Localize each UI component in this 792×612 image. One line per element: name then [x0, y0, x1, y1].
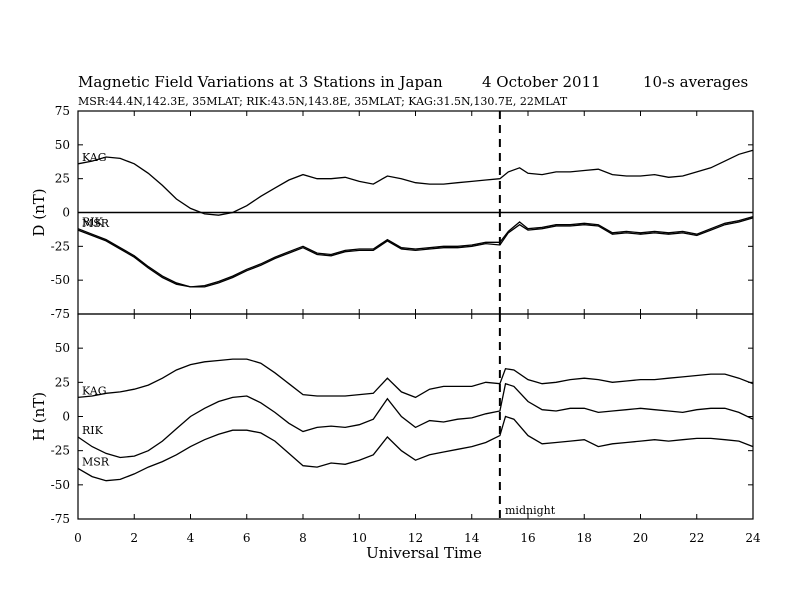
x-tick-label: 2: [130, 531, 138, 545]
h-y-tick-label: -50: [51, 478, 70, 492]
h-y-tick-label: 50: [55, 341, 70, 355]
d-series-label-kag: KAG: [82, 151, 107, 164]
x-axis: 0 2 4 6 8 10 12 14 16 18 20 22 24: [74, 531, 761, 545]
h-panel-frame: [77, 313, 754, 520]
x-tick-label: 22: [689, 531, 704, 545]
h-series-rik: [77, 382, 754, 459]
d-series-label-rik: RIK: [82, 216, 104, 229]
midnight-annotation: midnight: [505, 504, 556, 517]
h-y-tick-label: 0: [62, 410, 70, 424]
x-tick-label: 10: [352, 531, 367, 545]
chart-averaging: 10-s averages: [643, 73, 749, 91]
d-series-kag: [77, 149, 754, 216]
h-y-axis-label: H (nT): [30, 392, 48, 441]
x-tick-label: 6: [243, 531, 251, 545]
chart-date: 4 October 2011: [482, 73, 601, 91]
d-y-tick-label: -75: [51, 307, 70, 321]
x-tick-label: 4: [187, 531, 195, 545]
d-y-tick-label: 75: [55, 104, 70, 118]
h-series-label-msr: MSR: [82, 455, 110, 468]
station-coordinates: MSR:44.4N,142.3E, 35MLAT; RIK:43.5N,143.…: [78, 95, 568, 108]
d-series-msr: [77, 217, 754, 288]
d-series-label-msr: MSR: [82, 217, 110, 230]
x-axis-label: Universal Time: [366, 544, 482, 562]
h-panel: -75 -50 -25 0 25 50 H (nT) KAG RIK MSR: [30, 313, 754, 526]
d-y-axis-label: D (nT): [30, 188, 48, 236]
h-y-tick-label: -75: [51, 512, 70, 526]
x-tick-label: 14: [464, 531, 480, 545]
d-y-tick-label: 50: [55, 138, 70, 152]
x-tick-label: 18: [577, 531, 592, 545]
chart-title: Magnetic Field Variations at 3 Stations …: [78, 73, 443, 91]
d-y-tick-label: -25: [51, 239, 70, 253]
d-y-tick-label: -50: [51, 273, 70, 287]
h-series-kag: [77, 358, 754, 399]
x-tick-label: 16: [520, 531, 535, 545]
x-tick-label: 8: [299, 531, 307, 545]
h-series-msr: [77, 415, 754, 482]
d-y-tick-label: 25: [55, 172, 70, 186]
h-y-tick-label: 25: [55, 375, 70, 389]
h-series-label-rik: RIK: [82, 424, 104, 437]
d-y-tick-label: 0: [62, 206, 70, 220]
h-series-label-kag: KAG: [82, 384, 107, 397]
x-tick-label: 0: [74, 531, 82, 545]
d-series-rik: [77, 215, 754, 288]
h-y-tick-label: -25: [51, 444, 70, 458]
x-tick-label: 20: [633, 531, 648, 545]
x-tick-label: 12: [408, 531, 423, 545]
x-tick-label: 24: [745, 531, 761, 545]
